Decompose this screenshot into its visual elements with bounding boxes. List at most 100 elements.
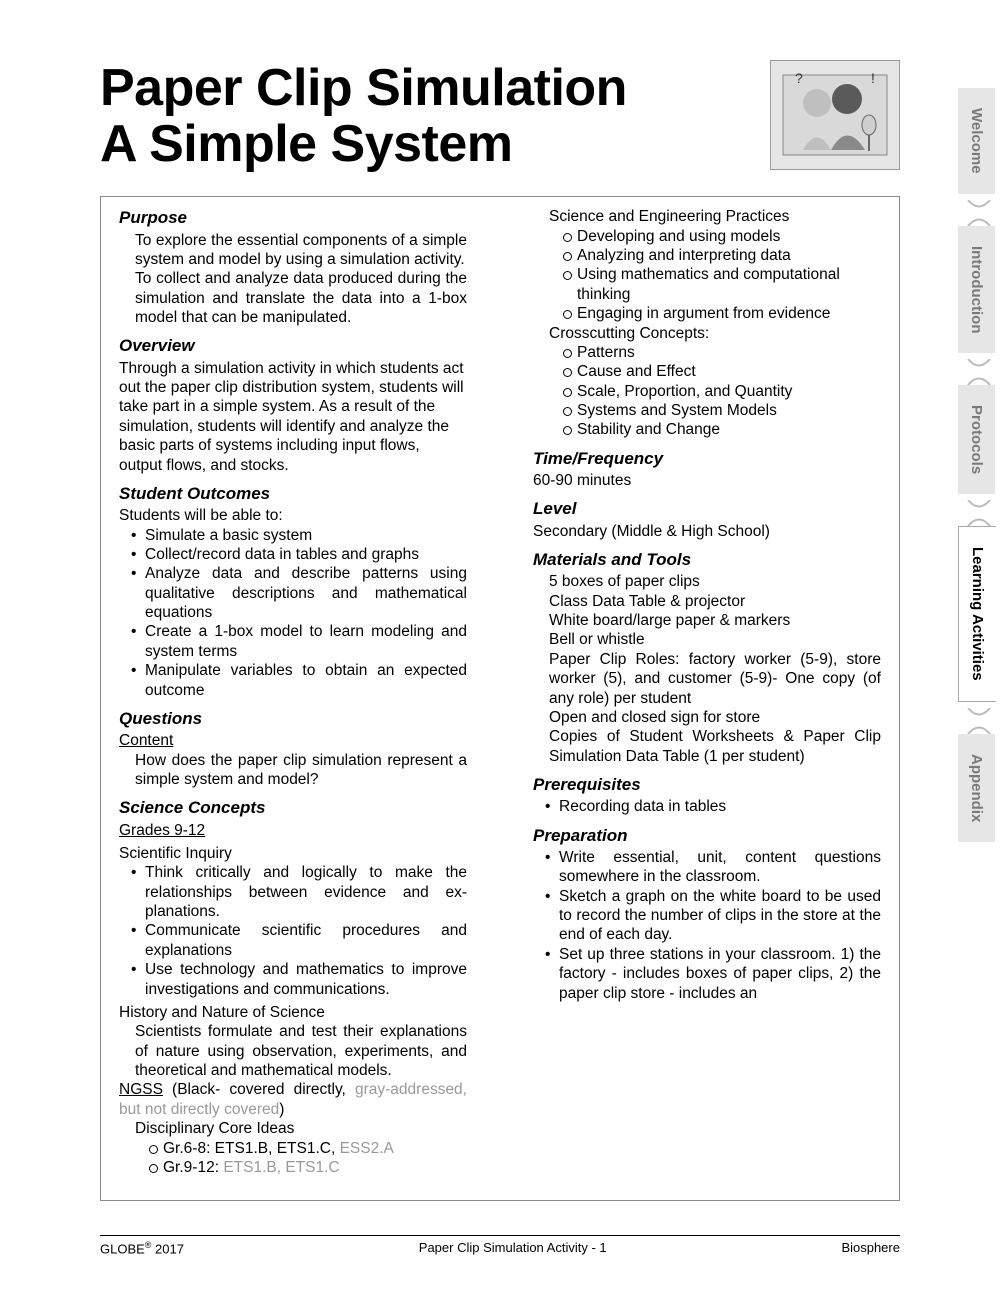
- level-section: Level Secondary (Middle & High School): [515, 498, 899, 541]
- tab-appendix[interactable]: Appendix: [958, 734, 995, 842]
- footer-center: Paper Clip Simulation Activity - 1: [419, 1240, 607, 1256]
- overview-text: Through a simulation activity in which s…: [119, 359, 467, 475]
- list-item: Communicate scientific procedures and ex…: [135, 921, 467, 960]
- list-item: Think critically and logically to make t…: [135, 863, 467, 921]
- list-item: Recording data in tables: [549, 797, 881, 816]
- title-line-2: A Simple System: [100, 115, 513, 173]
- list-item: Analyzing and interpreting data: [563, 246, 881, 265]
- overview-heading: Overview: [119, 335, 467, 356]
- materials-section: Materials and Tools 5 boxes of paper cli…: [515, 549, 899, 766]
- level-heading: Level: [533, 498, 881, 519]
- questions-sub: Content: [119, 731, 467, 750]
- footer-left-b: 2017: [151, 1241, 184, 1256]
- purpose-text-1: To explore the essential components of a…: [119, 231, 467, 270]
- tab-learning-activities[interactable]: Learning Activities: [958, 526, 996, 702]
- materials-line: Open and closed sign for store: [549, 708, 881, 727]
- concepts-grades: Grades 9-12: [119, 821, 467, 840]
- prereq-list: Recording data in tables: [533, 797, 881, 816]
- list-item: Gr.9-12: ETS1.B, ETS1.C: [149, 1158, 467, 1177]
- svg-text:!: !: [871, 70, 875, 86]
- history-nature-heading: History and Nature of Science: [119, 1003, 467, 1022]
- time-text: 60-90 minutes: [533, 471, 881, 490]
- sci-inquiry-list: Think critically and logically to make t…: [119, 863, 467, 999]
- overview-section: Overview Through a simulation activity i…: [101, 335, 485, 475]
- dci-1a: Gr.6-8: ETS1.B, ETS1.C,: [163, 1140, 340, 1157]
- prep-heading: Preparation: [533, 825, 881, 846]
- sep-list: Developing and using models Analyzing an…: [533, 227, 881, 324]
- page: Paper Clip Simulation A Simple System ? …: [0, 0, 1000, 1294]
- title-row: Paper Clip Simulation A Simple System ? …: [100, 60, 900, 172]
- list-item: Analyze data and describe patterns using…: [135, 564, 467, 622]
- materials-line: Class Data Table & projector: [549, 592, 881, 611]
- time-section: Time/Frequency 60-90 minutes: [515, 448, 899, 491]
- dci-1b: ESS2.A: [340, 1140, 394, 1157]
- list-item: Using mathematics and computational thin…: [563, 265, 881, 304]
- list-item: Engaging in argument from evidence: [563, 304, 881, 323]
- list-item: Collect/record data in tables and graphs: [135, 545, 467, 564]
- ngss-b: (Black- covered directly,: [163, 1081, 355, 1098]
- prereq-heading: Prerequisites: [533, 774, 881, 795]
- cc-heading: Crosscutting Concepts:: [533, 324, 881, 343]
- prereq-section: Prerequisites Recording data in tables: [515, 774, 899, 817]
- list-item: Set up three stations in your classroom.…: [549, 945, 881, 1003]
- title-illustration: ? !: [770, 60, 900, 170]
- dci-2b: ETS1.B, ETS1.C: [223, 1159, 339, 1176]
- tab-introduction[interactable]: Introduction: [958, 226, 995, 353]
- purpose-section: Purpose To explore the essential compone…: [101, 207, 485, 327]
- questions-text: How does the paper clip simulation repre…: [119, 751, 467, 790]
- outcomes-heading: Student Outcomes: [119, 483, 467, 504]
- sci-inquiry-heading: Scientific Inquiry: [119, 844, 467, 863]
- footer-right: Biosphere: [841, 1240, 900, 1256]
- list-item: Create a 1-box model to learn modeling a…: [135, 622, 467, 661]
- level-text: Secondary (Middle & High School): [533, 522, 881, 541]
- outcomes-section: Student Outcomes Students will be able t…: [101, 483, 485, 700]
- list-item: Sketch a graph on the white board to be …: [549, 887, 881, 945]
- dci-2a: Gr.9-12:: [163, 1159, 223, 1176]
- footer-left: GLOBE® 2017: [100, 1240, 184, 1256]
- svg-text:?: ?: [795, 70, 803, 86]
- materials-line: 5 boxes of paper clips: [549, 572, 881, 591]
- history-nature-text: Scientists formulate and test their ex­p…: [119, 1022, 467, 1080]
- list-item: Write essential, unit, content questions…: [549, 848, 881, 887]
- side-tabs: Welcome Introduction Protocols Learning …: [958, 88, 1000, 848]
- footer: GLOBE® 2017 Paper Clip Simulation Activi…: [100, 1235, 900, 1256]
- list-item: Stability and Change: [563, 420, 881, 439]
- list-item: Developing and using models: [563, 227, 881, 246]
- ngss-label: NGSS: [119, 1081, 163, 1098]
- outcomes-lead: Students will be able to:: [119, 506, 467, 525]
- footer-left-a: GLOBE: [100, 1241, 145, 1256]
- list-item: Use technology and mathematics to im­pro…: [135, 960, 467, 999]
- list-item: Scale, Proportion, and Quantity: [563, 382, 881, 401]
- cc-list: Patterns Cause and Effect Scale, Proport…: [533, 343, 881, 440]
- list-item: Cause and Effect: [563, 362, 881, 381]
- time-heading: Time/Frequency: [533, 448, 881, 469]
- page-title: Paper Clip Simulation A Simple System: [100, 60, 770, 172]
- materials-line: Copies of Student Worksheets & Paper Cli…: [549, 727, 881, 766]
- questions-section: Questions Content How does the paper cli…: [101, 708, 485, 789]
- materials-line: Bell or whistle: [549, 630, 881, 649]
- outcomes-list: Simulate a basic system Collect/record d…: [119, 526, 467, 700]
- purpose-heading: Purpose: [119, 207, 467, 228]
- ngss-d: ): [279, 1101, 284, 1118]
- list-item: Manipulate variables to obtain an ex­pec…: [135, 661, 467, 700]
- materials-line: White board/large paper & markers: [549, 611, 881, 630]
- list-item: Gr.6-8: ETS1.B, ETS1.C, ESS2.A: [149, 1139, 467, 1158]
- sep-heading: Science and Engineering Practices: [533, 207, 881, 226]
- dci-list: Gr.6-8: ETS1.B, ETS1.C, ESS2.A Gr.9-12: …: [119, 1139, 467, 1178]
- list-item: Simulate a basic system: [135, 526, 467, 545]
- list-item: Systems and System Models: [563, 401, 881, 420]
- ngss-line: NGSS (Black- covered directly, gray-ad­d…: [119, 1080, 467, 1119]
- prep-list: Write essential, unit, content questions…: [533, 848, 881, 1003]
- prep-section: Preparation Write essential, unit, conte…: [515, 825, 899, 1003]
- tab-welcome[interactable]: Welcome: [958, 88, 995, 194]
- title-line-1: Paper Clip Simulation: [100, 59, 627, 117]
- list-item: Patterns: [563, 343, 881, 362]
- tab-protocols[interactable]: Protocols: [958, 385, 995, 494]
- dci-heading: Disciplinary Core Ideas: [119, 1119, 467, 1138]
- materials-body: 5 boxes of paper clips Class Data Table …: [533, 572, 881, 766]
- materials-line: Paper Clip Roles: factory worker (5-9), …: [549, 650, 881, 708]
- questions-heading: Questions: [119, 708, 467, 729]
- content-box: Purpose To explore the essential compone…: [100, 196, 900, 1201]
- concepts-heading: Science Concepts: [119, 797, 467, 818]
- purpose-text-2: To collect and analyze data produced dur…: [119, 269, 467, 327]
